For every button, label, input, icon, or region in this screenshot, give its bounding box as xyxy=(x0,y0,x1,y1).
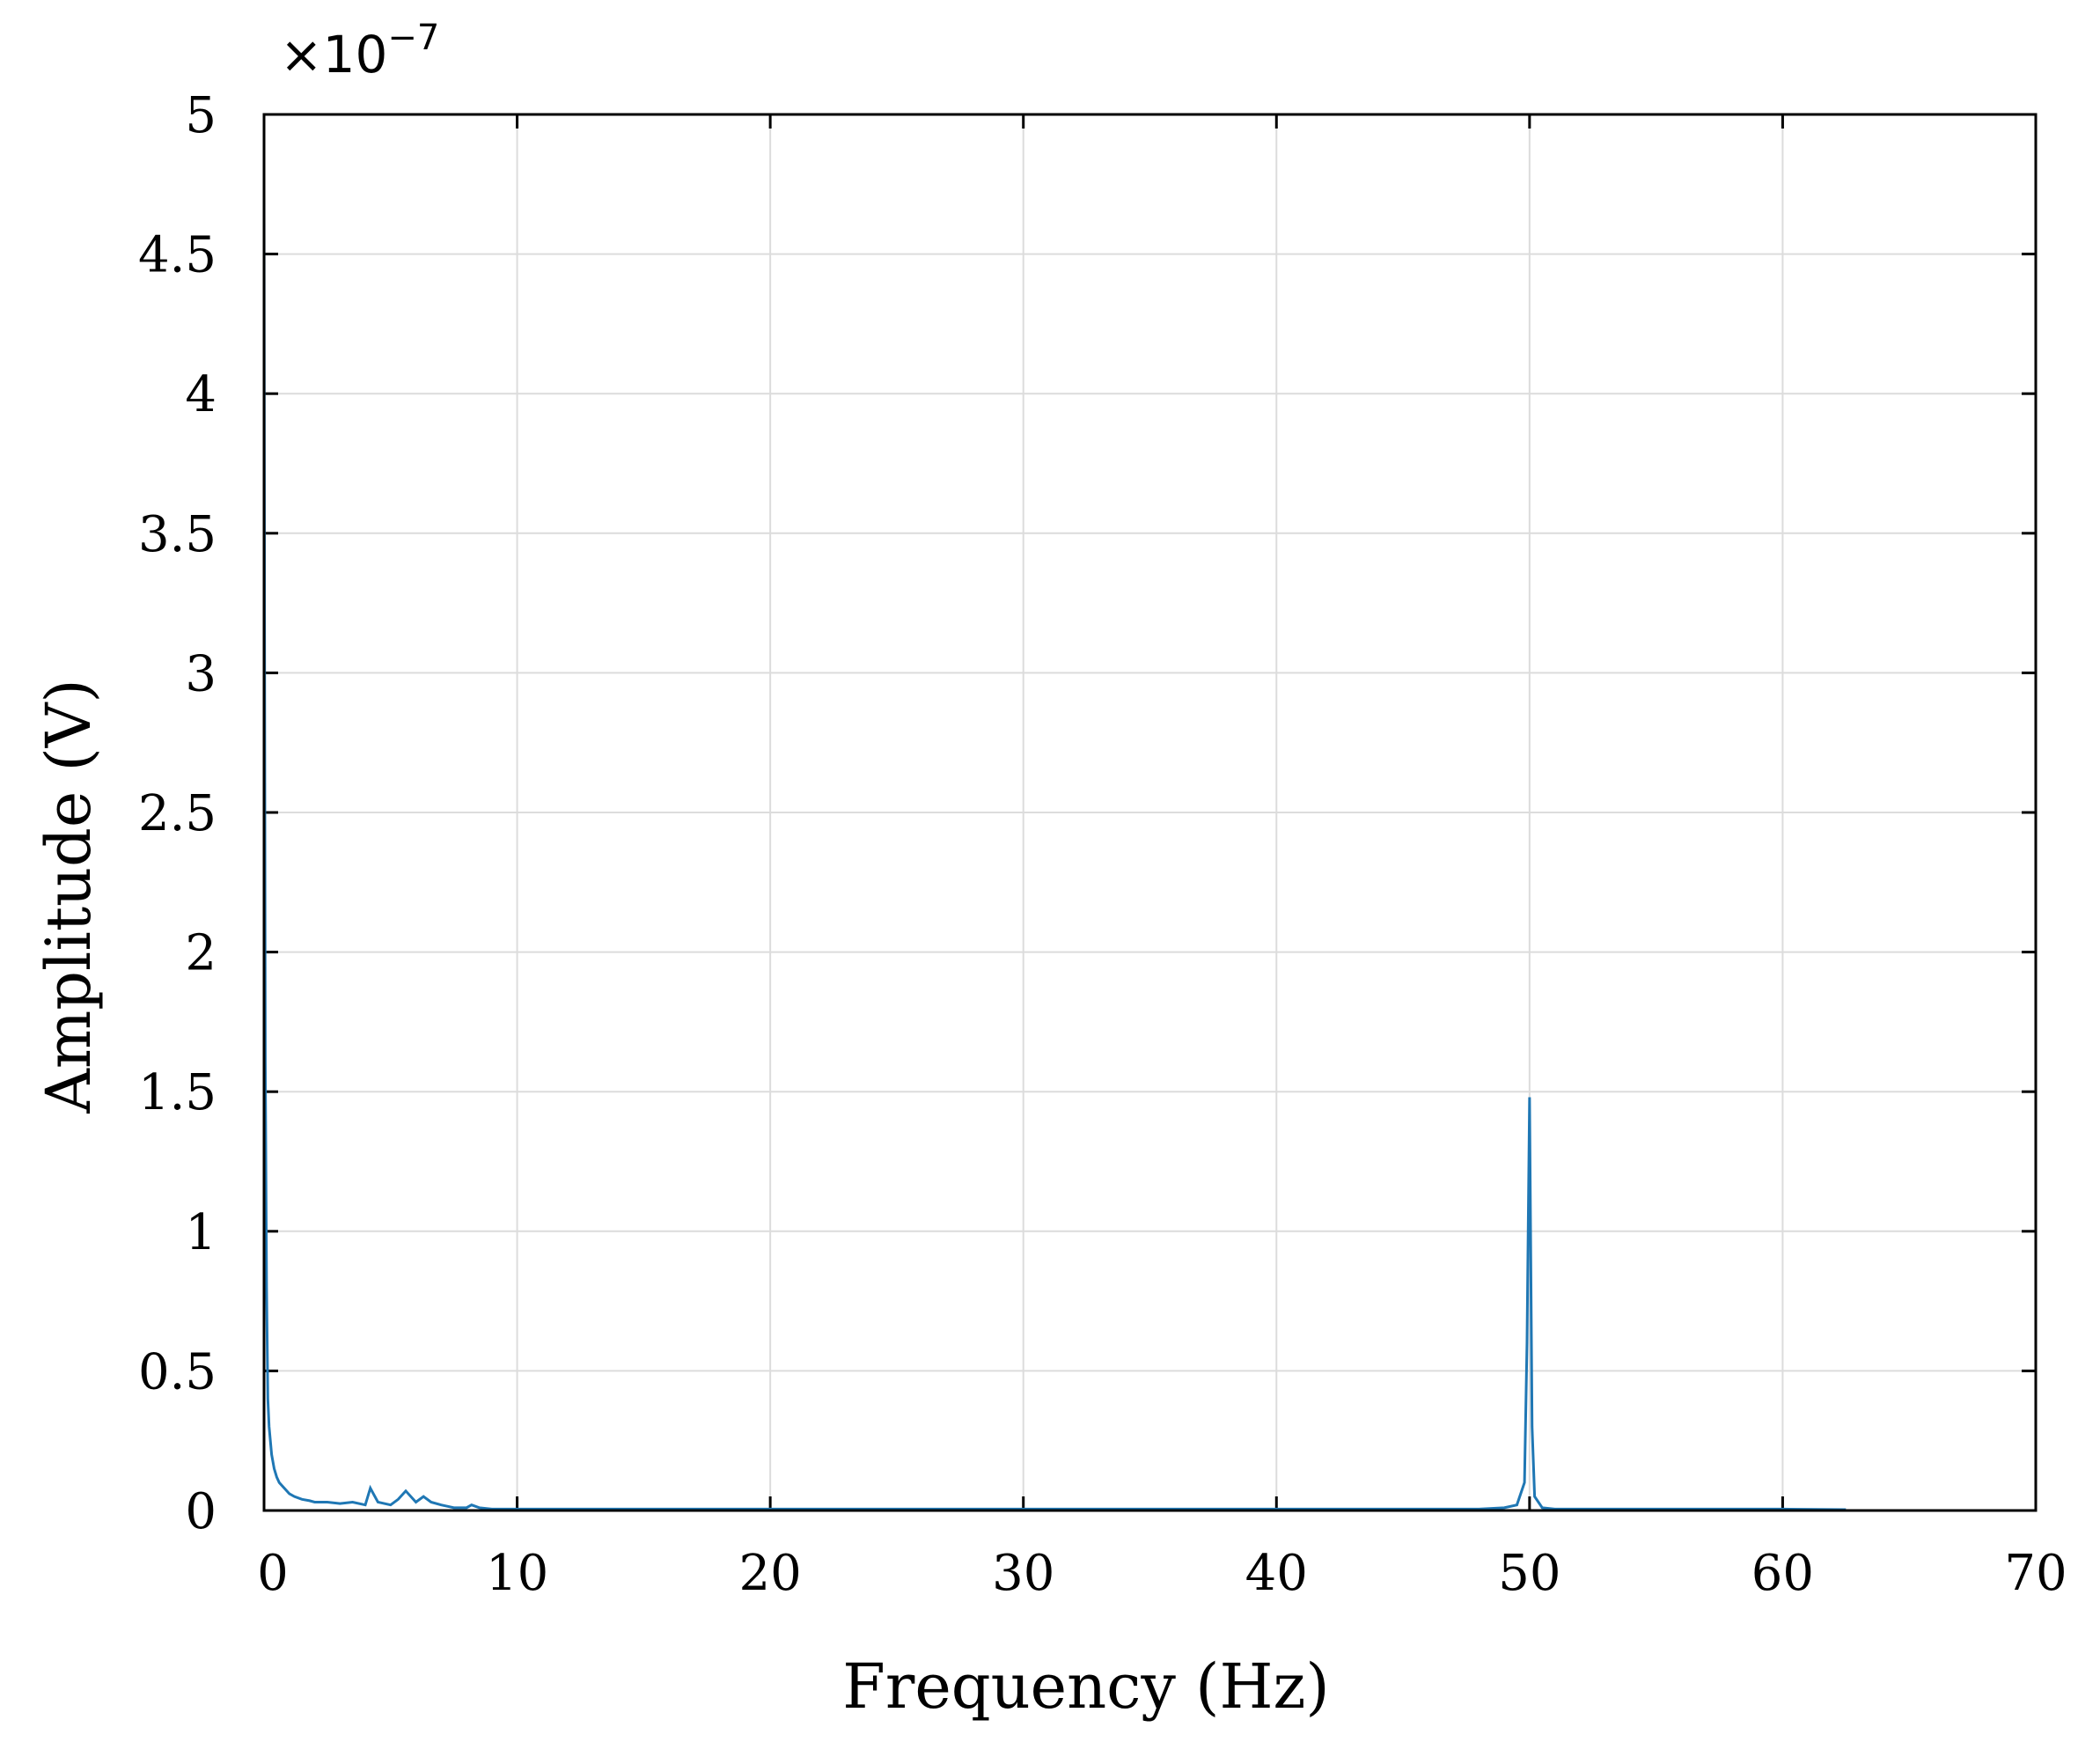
y-tick-label: 1 xyxy=(185,1204,217,1261)
x-tick-label: 20 xyxy=(739,1545,802,1602)
y-tick-label: 3.5 xyxy=(138,506,217,563)
series-line xyxy=(262,184,1847,1511)
axis-ticks xyxy=(262,113,2038,1512)
y-axis-title: Amplitude (V) xyxy=(33,679,105,1114)
y-multiplier-exponent: −7 xyxy=(387,18,439,58)
x-tick-label: 60 xyxy=(1751,1545,1814,1602)
y-tick-label: 4 xyxy=(185,366,217,423)
x-tick-label: 50 xyxy=(1498,1545,1560,1602)
x-tick-label: 0 xyxy=(257,1545,289,1602)
y-tick-labels: 0 0.5 1 1.5 2 2.5 3 3.5 4 4.5 5 xyxy=(138,87,217,1540)
x-tick-labels: 0 10 20 30 40 50 60 70 xyxy=(257,1545,2067,1602)
y-tick-label: 2.5 xyxy=(138,785,217,842)
y-tick-label: 0 xyxy=(185,1483,217,1540)
grid-lines xyxy=(264,114,2036,1510)
y-tick-label: 4.5 xyxy=(138,227,217,284)
y-multiplier-label: ×10−7 xyxy=(280,18,439,85)
plot-frame xyxy=(262,113,2038,1512)
y-tick-label: 5 xyxy=(185,87,217,144)
x-tick-label: 30 xyxy=(992,1545,1054,1602)
y-multiplier-base: ×10 xyxy=(280,25,387,85)
y-tick-label: 3 xyxy=(185,645,217,702)
y-tick-label: 2 xyxy=(185,925,217,982)
x-tick-label: 40 xyxy=(1245,1545,1308,1602)
y-tick-label: 1.5 xyxy=(138,1064,217,1121)
x-axis-title: Frequency (Hz) xyxy=(842,1650,1329,1723)
y-tick-label: 0.5 xyxy=(138,1343,217,1400)
x-tick-label: 70 xyxy=(2004,1545,2067,1602)
x-tick-label: 10 xyxy=(486,1545,548,1602)
